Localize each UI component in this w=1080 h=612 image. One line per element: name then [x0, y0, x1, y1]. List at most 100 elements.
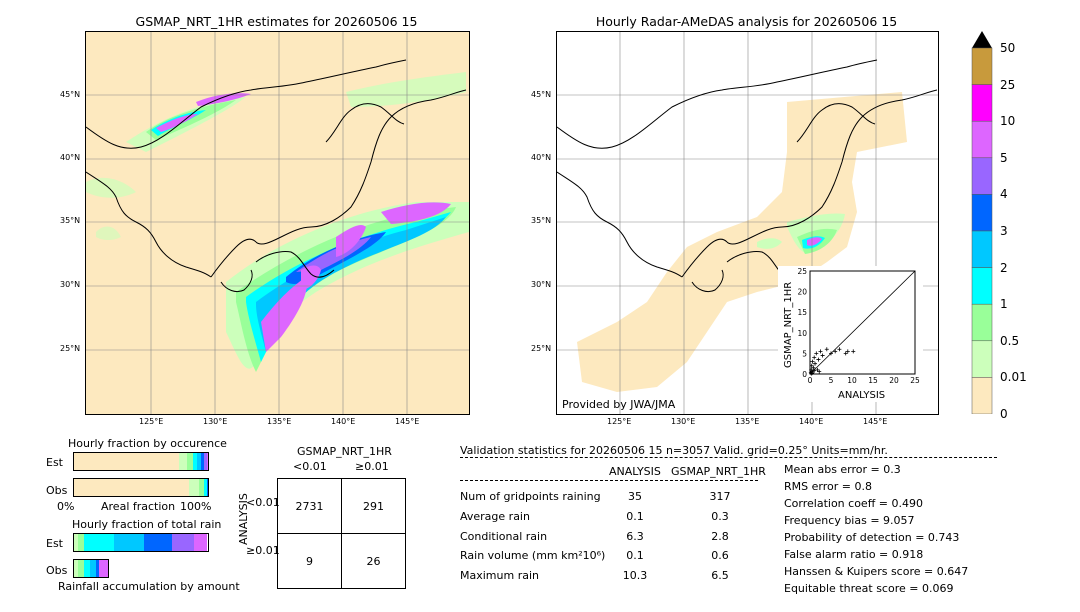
scatter-point: [811, 365, 816, 370]
colorbar-segment: [971, 84, 993, 122]
scatter-point: [820, 353, 825, 358]
colorbar-segment: [971, 267, 993, 305]
left-map: [85, 31, 470, 415]
data-credit: Provided by JWA/JMA: [562, 398, 676, 411]
stat-label: Num of gridpoints raining: [460, 490, 601, 503]
lon-label: 125°E: [607, 417, 632, 426]
stat-analysis: 0.1: [626, 510, 644, 523]
contingency-col-title: GSMAP_NRT_1HR: [297, 445, 392, 458]
lon-label: 140°E: [799, 417, 824, 426]
scatter-point: [851, 349, 856, 354]
score-corr: Correlation coeff = 0.490: [784, 497, 923, 510]
cell-hit: 26: [341, 533, 406, 589]
lon-label: 145°E: [863, 417, 888, 426]
colorbar-segment: [971, 377, 993, 415]
validation-divider: [460, 457, 997, 458]
scatter-point: [810, 371, 815, 376]
obs-label: Obs: [46, 564, 68, 577]
score-hk: Hanssen & Kuipers score = 0.647: [784, 565, 969, 578]
col-analysis: ANALYSIS: [609, 465, 661, 478]
scatter-ytick: 10: [797, 329, 807, 338]
contingency-col-ge: ≥0.01: [355, 460, 389, 473]
stat-label: Conditional rain: [460, 530, 548, 543]
total-rain-footer: Rainfall accumulation by amount: [58, 580, 240, 593]
est-label: Est: [46, 456, 63, 469]
scatter-ytick: 5: [802, 349, 807, 358]
lat-label: 45°N: [60, 90, 81, 99]
colorbar: [970, 30, 994, 415]
scatter-point: [818, 349, 823, 354]
axis-areal-fraction: Areal fraction: [101, 500, 176, 513]
colorbar-extend-arrow: [972, 31, 992, 48]
left-coastlines: [86, 59, 467, 293]
left-rain-areas: [86, 72, 469, 372]
scatter-point: [837, 347, 842, 352]
total-rain-bars: [73, 533, 209, 578]
scatter-plot: 00 5 5 10 10 15 15 20 20 25 25: [797, 267, 920, 385]
lat-label: 40°N: [531, 153, 552, 162]
colorbar-label: 5: [1000, 150, 1008, 165]
scatter-point: [833, 349, 838, 354]
lon-label: 125°E: [139, 417, 164, 426]
score-ets: Equitable threat score = 0.069: [784, 582, 954, 595]
lon-label: 135°E: [267, 417, 292, 426]
left-map-grid: [86, 32, 469, 414]
score-rms: RMS error = 0.8: [784, 480, 872, 493]
scatter-xtick: 20: [889, 376, 899, 385]
scatter-point: [809, 367, 814, 372]
lat-label: 30°N: [60, 280, 81, 289]
colorbar-segment: [971, 157, 993, 195]
stat-gsmap: 6.5: [711, 569, 729, 582]
stat-gsmap: 0.3: [711, 510, 729, 523]
stat-label: Maximum rain: [460, 569, 539, 582]
colorbar-label: 0.01: [1000, 370, 1027, 385]
colorbar-label: 3: [1000, 224, 1008, 238]
score-mae: Mean abs error = 0.3: [784, 463, 901, 476]
scatter-xtick: 0: [808, 376, 813, 385]
right-map-title: Hourly Radar-AMeDAS analysis for 2026050…: [595, 14, 898, 29]
scatter-xtick: 10: [847, 376, 857, 385]
total-rain-title: Hourly fraction of total rain: [72, 518, 222, 531]
scatter-point: [809, 371, 814, 376]
colorbar-label: 1: [1000, 297, 1008, 312]
cell-hits-none: 2731: [277, 478, 342, 534]
validation-header: Validation statistics for 20260506 15 n=…: [460, 444, 888, 457]
lon-label: 130°E: [203, 417, 228, 426]
lon-label: 140°E: [331, 417, 356, 426]
contingency-col-lt: <0.01: [293, 460, 327, 473]
contingency-table: 2731 291 9 26: [277, 478, 406, 589]
score-far: False alarm ratio = 0.918: [784, 548, 924, 561]
left-map-title: GSMAP_NRT_1HR estimates for 20260506 15: [135, 14, 418, 29]
stat-analysis: 35: [628, 490, 642, 503]
lat-label: 25°N: [60, 344, 81, 353]
colorbar-label: 0: [1000, 407, 1008, 421]
colorbar-label: 0.5: [1000, 333, 1020, 348]
scatter-point: [824, 347, 829, 352]
scatter-point: [812, 368, 817, 373]
scatter-point: [813, 361, 818, 366]
stat-gsmap: 317: [709, 490, 731, 503]
colorbar-segment: [971, 194, 993, 232]
stat-analysis: 0.1: [626, 549, 644, 562]
scatter-ytick: 25: [797, 267, 807, 276]
scatter-point: [809, 363, 814, 368]
scatter-point: [814, 351, 819, 356]
scatter-point: [816, 357, 821, 362]
colorbar-segment: [971, 303, 993, 342]
occurrence-title: Hourly fraction by occurence: [68, 437, 227, 450]
cell-miss: 9: [277, 533, 342, 589]
colorbar-label: 10: [1000, 114, 1016, 129]
axis-0pct: 0%: [57, 500, 75, 513]
scatter-ytick: 15: [797, 308, 807, 317]
col-gsmap: GSMAP_NRT_1HR: [671, 465, 766, 478]
lat-label: 45°N: [531, 90, 552, 99]
score-pod: Probability of detection = 0.743: [784, 531, 960, 544]
scatter-ytick: 0: [802, 370, 807, 379]
stat-label: Rain volume (mm km²10⁶): [460, 549, 606, 562]
colorbar-segment: [971, 230, 993, 268]
scatter-point: [810, 359, 815, 364]
lat-label: 35°N: [60, 216, 81, 225]
scatter-xlabel: ANALYSIS: [838, 390, 886, 401]
stat-gsmap: 2.8: [711, 530, 729, 543]
colorbar-label: 50: [1000, 41, 1016, 55]
